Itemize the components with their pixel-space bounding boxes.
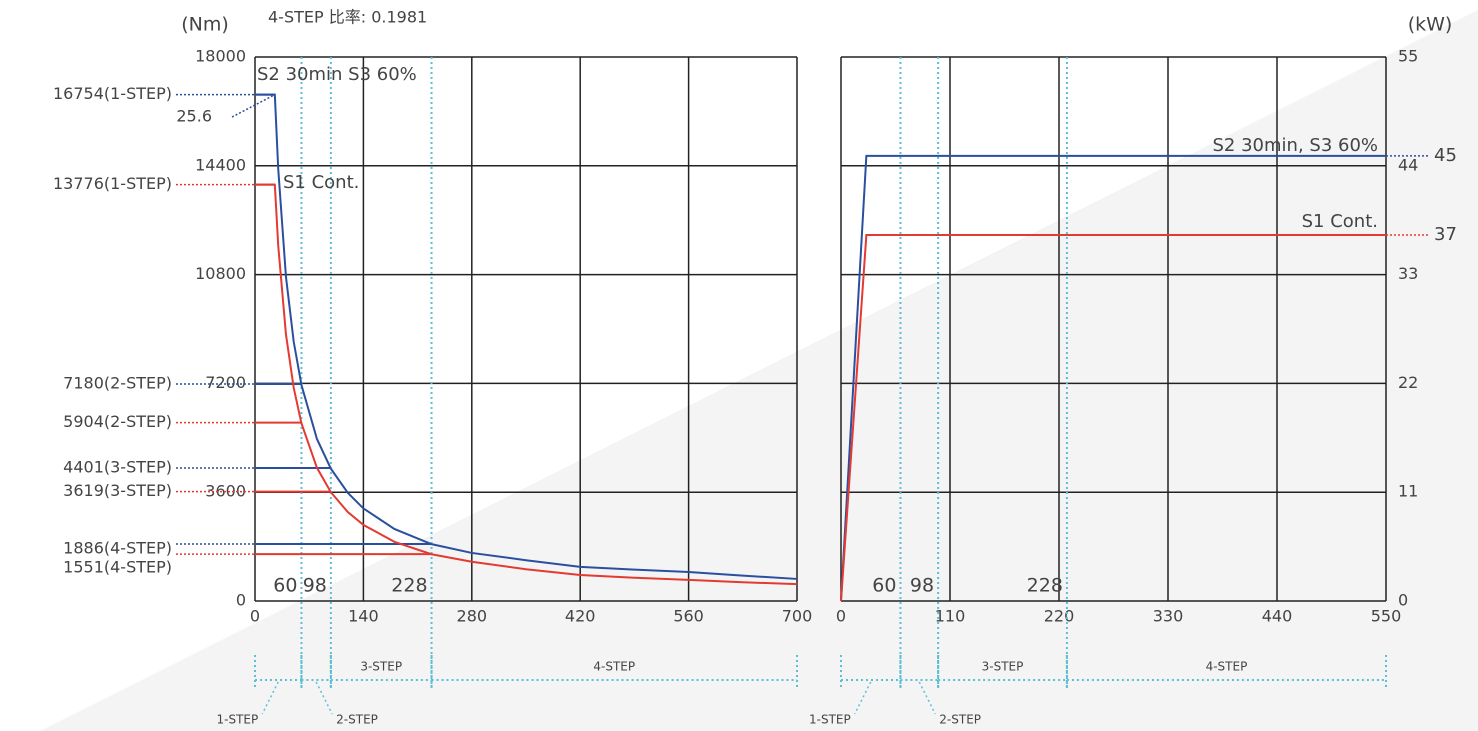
series-line [255, 183, 798, 586]
gear-range-label: 2-STEP [939, 713, 981, 727]
y-tick-label: 0 [1398, 591, 1408, 610]
step-level-label: 5904(2-STEP) [63, 412, 172, 431]
gear-range-leader [854, 681, 872, 715]
gear-range-leader [315, 681, 333, 715]
series-label: S1 Cont. [283, 172, 359, 193]
x-tick-label: 330 [1153, 607, 1184, 626]
speed-marker-label: 228 [1027, 575, 1063, 597]
gear-range-label: 4-STEP [593, 660, 635, 674]
step-level-label: 16754(1-STEP) [53, 84, 172, 103]
gear-range-label: 4-STEP [1206, 660, 1248, 674]
y-tick-label: 22 [1398, 373, 1418, 392]
speed-marker-label: 60 [872, 575, 896, 597]
x-tick-label: 700 [782, 607, 813, 626]
series-line [840, 234, 1386, 602]
y-tick-label: 55 [1398, 47, 1418, 66]
gear-range-leader [918, 681, 936, 715]
chart-title: 4-STEP 比率: 0.1981 [268, 8, 427, 27]
series-label: S1 Cont. [1302, 211, 1378, 232]
gear-range-label: 2-STEP [336, 713, 378, 727]
series-line [255, 93, 798, 580]
x-tick-label: 560 [673, 607, 704, 626]
y-axis-label: (Nm) [181, 14, 229, 36]
gear-range-leader [261, 681, 279, 715]
corner-leader [231, 93, 276, 118]
y-tick-label: 11 [1398, 482, 1418, 501]
x-tick-label: 0 [250, 607, 260, 626]
gear-range-label: 1-STEP [809, 713, 851, 727]
x-tick-label: 280 [457, 607, 488, 626]
y-tick-label: 10800 [195, 264, 246, 283]
y-tick-label: 0 [236, 591, 246, 610]
y-tick-label: 33 [1398, 264, 1418, 283]
x-tick-label: 140 [348, 607, 379, 626]
step-level-label: 1551(4-STEP) [63, 558, 172, 577]
level-label: 45 [1434, 145, 1457, 166]
gear-range-label: 3-STEP [360, 660, 402, 674]
y-axis-label: (kW) [1408, 14, 1453, 36]
y-tick-label: 14400 [195, 155, 246, 174]
background-band [40, 10, 1478, 731]
x-tick-label: 550 [1371, 607, 1402, 626]
x-tick-label: 110 [935, 607, 966, 626]
y-tick-label: 7200 [205, 373, 246, 392]
corner-speed-label: 25.6 [176, 107, 212, 126]
step-level-label: 3619(3-STEP) [63, 481, 172, 500]
y-tick-label: 44 [1398, 155, 1418, 174]
speed-marker-label: 98 [910, 575, 934, 597]
speed-marker-label: 60 [273, 575, 297, 597]
level-label: 37 [1434, 224, 1457, 245]
series-line [840, 154, 1386, 602]
gear-range-label: 1-STEP [216, 713, 258, 727]
y-tick-label: 18000 [195, 47, 246, 66]
step-level-label: 13776(1-STEP) [53, 174, 172, 193]
x-tick-label: 0 [836, 607, 846, 626]
speed-marker-label: 98 [303, 575, 327, 597]
series-label: S2 30min S3 60% [257, 64, 417, 85]
step-level-label: 4401(3-STEP) [63, 457, 172, 476]
x-tick-label: 440 [1262, 607, 1293, 626]
series-label: S2 30min, S3 60% [1213, 135, 1379, 156]
step-level-label: 7180(2-STEP) [63, 374, 172, 393]
x-tick-label: 420 [565, 607, 596, 626]
x-tick-label: 220 [1044, 607, 1075, 626]
gear-range-label: 3-STEP [982, 660, 1024, 674]
speed-marker-label: 228 [391, 575, 427, 597]
step-level-label: 1886(4-STEP) [63, 539, 172, 558]
